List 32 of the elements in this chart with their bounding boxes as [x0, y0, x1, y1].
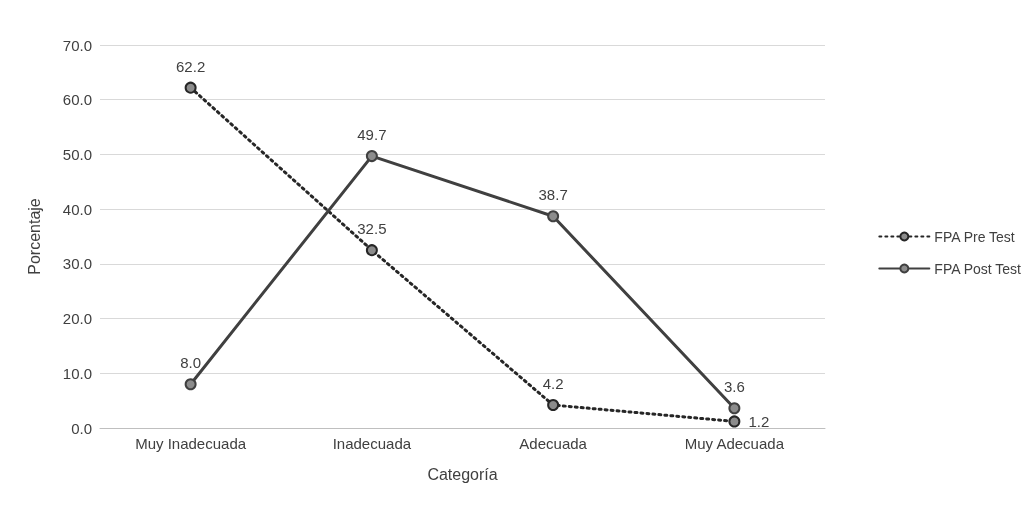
x-tick-label: Muy Inadecuada — [135, 435, 247, 452]
y-tick-label: 70.0 — [62, 36, 92, 54]
data-label: 3.6 — [723, 378, 745, 396]
y-tick-label: 60.0 — [62, 91, 92, 109]
point — [547, 399, 560, 412]
point — [184, 81, 197, 94]
y-axis-title: Porcentaje — [25, 198, 43, 275]
x-tick-label: Inadecuada — [332, 435, 412, 452]
data-label: 8.0 — [180, 354, 202, 372]
data-label: 38.7 — [538, 186, 568, 204]
point — [728, 415, 741, 428]
data-label: 62.2 — [176, 57, 206, 75]
data-label: 49.7 — [357, 126, 387, 144]
x-tick-label: Muy Adecuada — [684, 435, 785, 452]
point — [365, 244, 378, 257]
data-label: 4.2 — [542, 375, 564, 393]
y-tick-label: 50.0 — [62, 145, 92, 163]
point — [184, 378, 197, 391]
point — [365, 150, 378, 163]
y-tick-label: 40.0 — [62, 200, 92, 218]
y-tick-label: 20.0 — [62, 310, 92, 328]
point — [547, 210, 560, 223]
y-tick-label: 0.0 — [71, 419, 92, 437]
x-tick-label: Adecuada — [519, 435, 588, 452]
legend-label: FPA Post Test — [934, 260, 1022, 277]
x-axis-title: Categoría — [427, 465, 498, 483]
y-tick-label: 30.0 — [62, 255, 92, 273]
y-tick-label: 10.0 — [62, 364, 92, 382]
data-label: 1.2 — [748, 412, 770, 430]
data-label: 32.5 — [357, 220, 387, 238]
legend-label: FPA Pre Test — [934, 228, 1015, 245]
point — [728, 402, 741, 415]
